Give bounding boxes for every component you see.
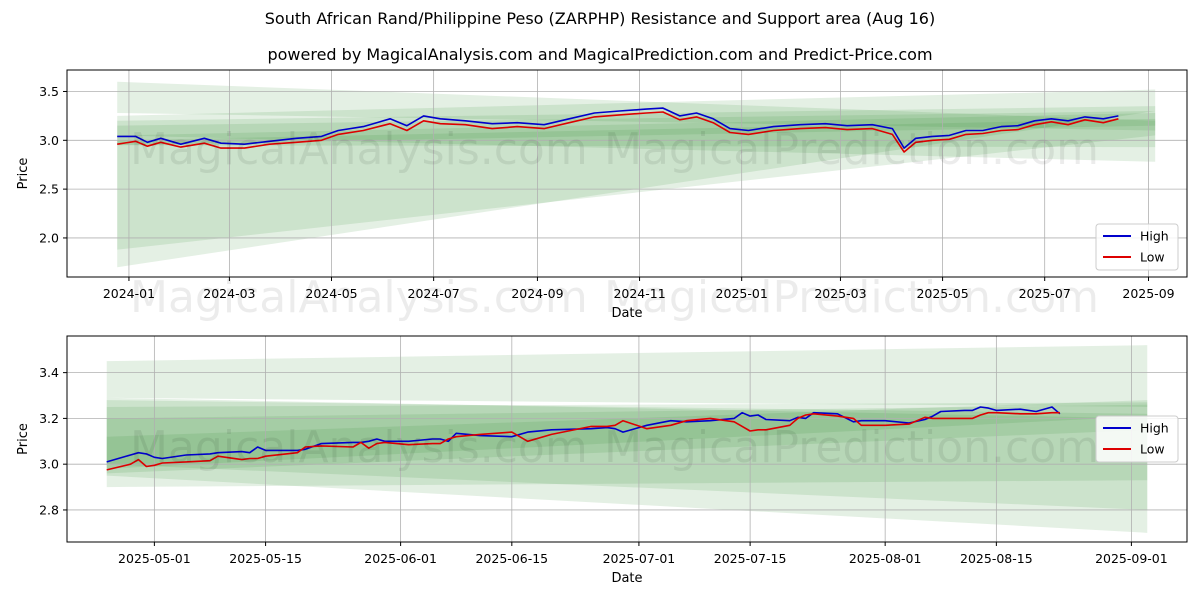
band-5 <box>106 402 1148 510</box>
chart-subtitle: powered by MagicalAnalysis.com and Magic… <box>267 45 933 64</box>
band-3 <box>106 404 1148 474</box>
support-resistance-bands <box>106 345 1148 533</box>
x-tick-label: 2025-05 <box>916 286 968 301</box>
y-axis-label: Price <box>16 158 31 190</box>
y-tick-label: 3.0 <box>39 457 59 472</box>
x-tick-label: 2025-06-01 <box>364 551 437 566</box>
legend-label-high: High <box>1140 421 1169 436</box>
band-3 <box>117 112 1156 146</box>
band-2 <box>106 400 1148 488</box>
series-line-low <box>106 411 1060 471</box>
x-tick-label: 2025-07-01 <box>603 551 676 566</box>
watermark-left-mid: MagicalAnalysis.com <box>130 272 588 323</box>
x-tick-label: 2025-01 <box>716 286 768 301</box>
y-tick-label: 2.5 <box>39 182 59 197</box>
x-tick-label: 2024-03 <box>203 286 255 301</box>
x-axis-label: Date <box>611 571 642 586</box>
x-tick-label: 2024-11 <box>613 286 665 301</box>
legend: High Low <box>1095 415 1179 463</box>
watermark-left-bottom: MagicalAnalysis.com <box>130 422 588 473</box>
plot-frame <box>66 335 1188 543</box>
x-tick-label: 2025-09 <box>1122 286 1174 301</box>
y-tick-label: 3.0 <box>39 133 59 148</box>
grid <box>67 336 1187 542</box>
y-axis-label: Price <box>16 423 31 455</box>
x-tick-label: 2024-01 <box>103 286 155 301</box>
y-tick-label: 3.5 <box>39 84 59 99</box>
watermark-right-bottom: MagicalPrediction.com <box>604 422 1099 473</box>
series-line-low <box>117 111 1119 153</box>
x-tick-label: 2025-06-15 <box>475 551 548 566</box>
band-1 <box>106 397 1148 533</box>
grid <box>67 70 1187 277</box>
x-tick-label: 2025-05-01 <box>118 551 191 566</box>
bottom-chart-panel: 2025-05-01 2025-05-15 2025-06-01 2025-06-15… <box>16 335 1188 586</box>
legend-label-high: High <box>1140 229 1169 244</box>
x-tick-label: 2025-03 <box>814 286 866 301</box>
chart-title: South African Rand/Philippine Peso (ZARP… <box>264 9 936 28</box>
watermark-left-top: MagicalAnalysis.com <box>130 124 588 175</box>
watermark-right-mid: MagicalPrediction.com <box>604 272 1099 323</box>
y-tick-label: 3.2 <box>39 411 59 426</box>
series-line-high <box>117 107 1119 149</box>
top-chart-panel: 2024-01 2024-03 2024-05 2024-07 2024-09 2024-… <box>16 69 1188 321</box>
x-axis-label: Date <box>611 306 642 321</box>
y-tick-label: 2.8 <box>39 502 59 517</box>
band-2 <box>117 106 1156 250</box>
y-tick-label: 3.4 <box>39 365 59 380</box>
x-tick-label: 2024-05 <box>305 286 357 301</box>
x-tick-label: 2025-09-01 <box>1095 551 1168 566</box>
band-0 <box>106 345 1148 407</box>
band-4 <box>106 400 1148 469</box>
x-tick-label: 2024-07 <box>408 286 460 301</box>
x-tick-label: 2024-09 <box>511 286 563 301</box>
band-0 <box>117 81 1156 131</box>
x-tick-label: 2025-07 <box>1019 286 1071 301</box>
x-tick-label: 2025-08-15 <box>960 551 1033 566</box>
x-tick-label: 2025-07-15 <box>714 551 787 566</box>
x-tick-label: 2025-05-15 <box>229 551 302 566</box>
band-5 <box>117 111 1156 162</box>
y-tick-label: 2.0 <box>39 230 59 245</box>
legend-label-low: Low <box>1140 250 1165 265</box>
legend: High Low <box>1095 223 1179 271</box>
watermark-right-top: MagicalPrediction.com <box>604 124 1099 175</box>
x-tick-label: 2025-08-01 <box>849 551 922 566</box>
legend-label-low: Low <box>1140 442 1165 457</box>
plot-frame <box>66 69 1188 278</box>
